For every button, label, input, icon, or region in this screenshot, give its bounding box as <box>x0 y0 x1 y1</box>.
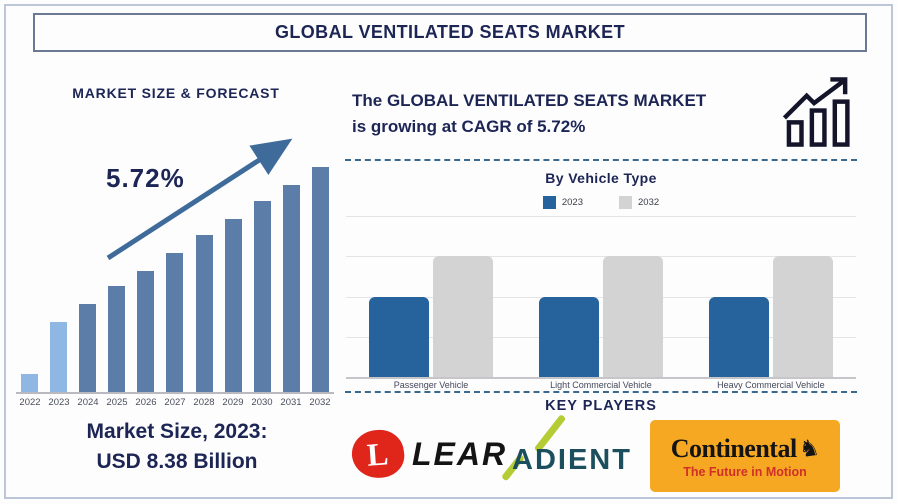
vehicle-category-label: Heavy Commercial Vehicle <box>717 380 825 390</box>
forecast-bars <box>16 130 334 394</box>
continental-logo: Continental ♞ The Future in Motion <box>650 420 840 492</box>
forecast-bar-2024 <box>78 304 96 392</box>
forecast-year-label: 2022 <box>19 397 41 408</box>
lear-emblem-icon: L <box>348 426 408 482</box>
legend-label: 2032 <box>638 197 660 208</box>
vehicle-bar-2023 <box>538 296 599 377</box>
forecast-bar-column <box>220 218 246 392</box>
vehicle-bar-2032 <box>432 256 493 377</box>
forecast-bar-column <box>16 374 42 392</box>
forecast-bar-column <box>74 304 100 392</box>
forecast-bar-2029 <box>224 218 242 392</box>
growth-chart-icon <box>783 77 850 147</box>
forecast-year-label: 2024 <box>77 397 99 408</box>
forecast-bar-column <box>104 286 130 392</box>
legend-swatch-icon <box>619 196 632 209</box>
forecast-year-label: 2027 <box>164 397 186 408</box>
gridline <box>346 256 856 258</box>
continental-wordmark: Continental <box>670 433 797 463</box>
forecast-bar-2022 <box>20 374 38 392</box>
forecast-bar-column <box>162 252 188 392</box>
cagr-label: 5.72% <box>106 163 185 193</box>
vehicle-plot-groups <box>346 216 856 377</box>
vehicle-bar-2032 <box>772 256 833 377</box>
forecast-bar-2027 <box>166 252 184 392</box>
vehicle-bar-group <box>686 216 856 377</box>
legend-swatch-icon <box>542 196 556 209</box>
forecast-year-label: 2028 <box>193 397 215 408</box>
forecast-year-label: 2026 <box>135 397 157 408</box>
forecast-bar-column <box>308 167 334 392</box>
gridline <box>346 216 856 217</box>
vehicle-bar-2023 <box>368 296 429 377</box>
forecast-bar-2028 <box>195 234 213 392</box>
gridline <box>346 336 856 338</box>
key-players-heading: KEY PLAYERS <box>545 398 657 414</box>
vehicle-bar-group <box>516 216 686 377</box>
vehicle-bar-2023 <box>708 296 769 377</box>
forecast-year-label: 2025 <box>106 397 128 408</box>
vehicle-type-heading: By Vehicle Type <box>545 170 657 186</box>
adient-wordmark: ADIENT <box>512 444 632 476</box>
forecast-bar-column <box>133 270 159 392</box>
forecast-bar-column <box>250 200 276 392</box>
cagr-statement-line2: is growing at CAGR of 5.72% <box>352 117 586 137</box>
forecast-bar-2026 <box>137 270 155 392</box>
cagr-statement-line1: The GLOBAL VENTILATED SEATS MARKET <box>352 91 707 110</box>
vehicle-category-label: Light Commercial Vehicle <box>550 380 652 390</box>
vehicle-category-labels: Passenger Vehicle Light Commercial Vehicl… <box>346 380 856 390</box>
legend-item-2023: 2023 <box>542 196 583 209</box>
forecast-year-label: 2031 <box>280 397 302 408</box>
forecast-bar-2030 <box>254 200 271 392</box>
vehicle-category-label: Passenger Vehicle <box>393 380 469 390</box>
forecast-bar-2025 <box>108 286 126 392</box>
market-size-callout: Market Size, 2023: USD 8.38 Billion <box>16 417 338 478</box>
forecast-bar-column <box>191 234 217 392</box>
forecast-x-labels: 2022 2023 2024 2025 2026 2027 2028 2029 2030 2031… <box>16 397 334 408</box>
continental-wordmark-row: Continental ♞ <box>670 433 821 464</box>
lear-emblem-letter: L <box>366 435 390 473</box>
vehicle-bar-2032 <box>602 256 663 377</box>
continental-horse-icon: ♞ <box>796 433 821 463</box>
continental-tagline: The Future in Motion <box>683 464 807 479</box>
legend-label: 2023 <box>561 197 583 208</box>
axis-baseline <box>346 377 856 379</box>
legend-item-2032: 2032 <box>619 196 659 209</box>
cagr-statement: The GLOBAL VENTILATED SEATS MARKET is gr… <box>352 88 782 141</box>
gridline <box>346 296 856 298</box>
trend-arrow-icon <box>106 138 293 261</box>
adient-logo: ADIENT <box>501 414 654 482</box>
dashed-divider-top <box>345 159 857 161</box>
forecast-year-label: 2030 <box>251 397 273 408</box>
lear-wordmark: LEAR <box>412 435 508 472</box>
forecast-bar-column <box>45 322 71 392</box>
page-title: GLOBAL VENTILATED SEATS MARKET <box>274 22 625 42</box>
forecast-year-label: 2029 <box>222 397 244 408</box>
market-size-line2: USD 8.38 Billion <box>96 450 258 474</box>
forecast-year-label: 2023 <box>48 397 70 408</box>
forecast-bar-column <box>279 185 305 392</box>
dashed-divider-bottom <box>345 391 857 393</box>
forecast-year-label: 2032 <box>309 397 331 408</box>
forecast-bar-2031 <box>283 185 301 392</box>
lear-logo: L LEAR <box>348 426 508 482</box>
market-size-line1: Market Size, 2023: <box>86 420 268 443</box>
forecast-bar-2023 <box>49 322 67 392</box>
title-banner: GLOBAL VENTILATED SEATS MARKET <box>33 13 867 52</box>
forecast-heading: MARKET SIZE & FORECAST <box>72 85 280 101</box>
forecast-bar-2032 <box>312 167 330 392</box>
vehicle-chart <box>346 216 856 379</box>
vehicle-bar-group <box>346 216 516 377</box>
vehicle-legend: 2023 2032 <box>345 196 857 209</box>
